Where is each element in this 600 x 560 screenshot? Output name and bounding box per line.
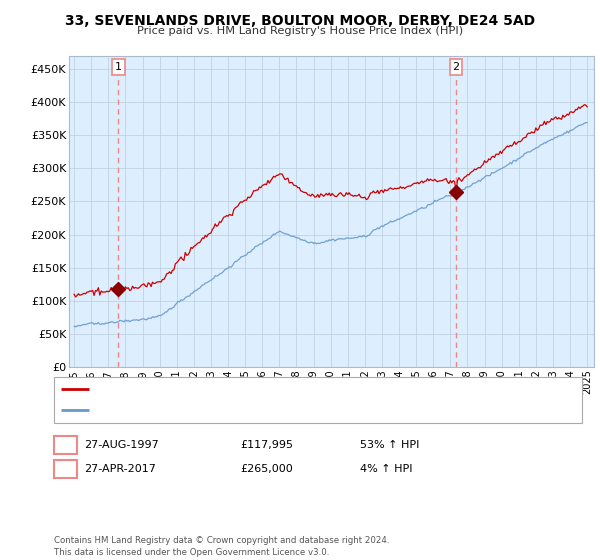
Text: 53% ↑ HPI: 53% ↑ HPI: [360, 440, 419, 450]
Text: £117,995: £117,995: [240, 440, 293, 450]
Text: £265,000: £265,000: [240, 464, 293, 474]
Text: 33, SEVENLANDS DRIVE, BOULTON MOOR, DERBY, DE24 5AD (detached house): 33, SEVENLANDS DRIVE, BOULTON MOOR, DERB…: [93, 384, 488, 394]
Text: HPI: Average price, detached house, South Derbyshire: HPI: Average price, detached house, Sout…: [93, 405, 364, 416]
Text: 2: 2: [62, 463, 69, 476]
Text: Contains HM Land Registry data © Crown copyright and database right 2024.
This d: Contains HM Land Registry data © Crown c…: [54, 536, 389, 557]
Text: 1: 1: [62, 438, 69, 452]
Text: 27-APR-2017: 27-APR-2017: [84, 464, 156, 474]
Text: 2: 2: [452, 62, 460, 72]
Text: 4% ↑ HPI: 4% ↑ HPI: [360, 464, 413, 474]
Text: 1: 1: [115, 62, 122, 72]
Text: Price paid vs. HM Land Registry's House Price Index (HPI): Price paid vs. HM Land Registry's House …: [137, 26, 463, 36]
Text: 27-AUG-1997: 27-AUG-1997: [84, 440, 159, 450]
Text: 33, SEVENLANDS DRIVE, BOULTON MOOR, DERBY, DE24 5AD: 33, SEVENLANDS DRIVE, BOULTON MOOR, DERB…: [65, 14, 535, 28]
